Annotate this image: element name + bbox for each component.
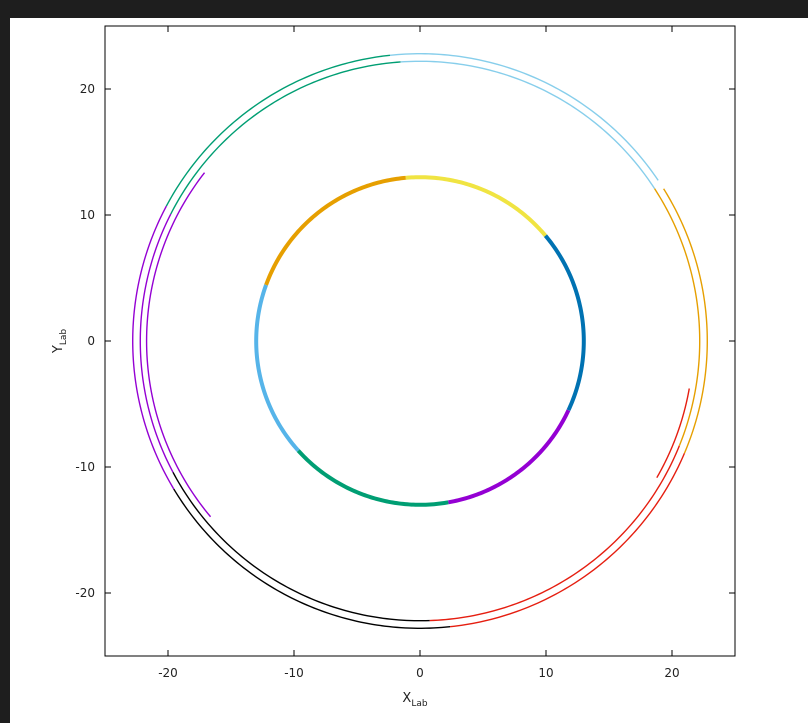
y-tick-label: -20: [75, 586, 95, 600]
x-tick-label: 10: [538, 666, 553, 680]
x-tick-label: -20: [158, 666, 178, 680]
x-axis-label: XLab: [402, 691, 427, 709]
series-arc-10: [429, 445, 680, 622]
series-arc-12: [389, 53, 659, 181]
series-arc-1: [264, 175, 406, 286]
x-tick-label: -10: [284, 666, 304, 680]
series-arc-16: [449, 452, 686, 628]
series-arc-15: [173, 488, 451, 629]
x-tick-label: 0: [416, 666, 424, 680]
series-arc-6: [400, 60, 656, 190]
axis-ticks: -20 -10 0 10 20 -20 -10 0 10 20: [75, 26, 735, 680]
y-tick-label: 0: [87, 334, 95, 348]
data-series: [132, 53, 708, 629]
y-tick-label: 20: [80, 82, 95, 96]
y-tick-label: 10: [80, 208, 95, 222]
series-arc-4: [448, 409, 571, 505]
chart: -20 -10 0 10 20 -20 -10 0 10 20 XLab YLab: [51, 25, 736, 709]
series-arc-7: [170, 61, 401, 215]
series-arc-5: [543, 234, 586, 412]
series-arc-3: [296, 449, 449, 507]
series-arc-14: [132, 205, 175, 490]
y-axis-label: YLab: [51, 329, 69, 354]
series-arc-13: [165, 54, 391, 207]
series-arc-19: [656, 388, 690, 479]
y-tick-label: -10: [75, 460, 95, 474]
plot-area-border: [104, 25, 736, 657]
series-arc-8: [139, 213, 174, 473]
series-arc-0: [405, 175, 548, 238]
series-arc-17: [663, 188, 708, 454]
x-tick-label: 20: [664, 666, 679, 680]
series-arc-9: [172, 471, 430, 622]
series-arc-18: [145, 172, 212, 518]
series-arc-2: [254, 284, 300, 452]
series-arc-11: [654, 188, 701, 447]
figure-canvas: -20 -10 0 10 20 -20 -10 0 10 20 XLab YLab: [10, 18, 808, 723]
